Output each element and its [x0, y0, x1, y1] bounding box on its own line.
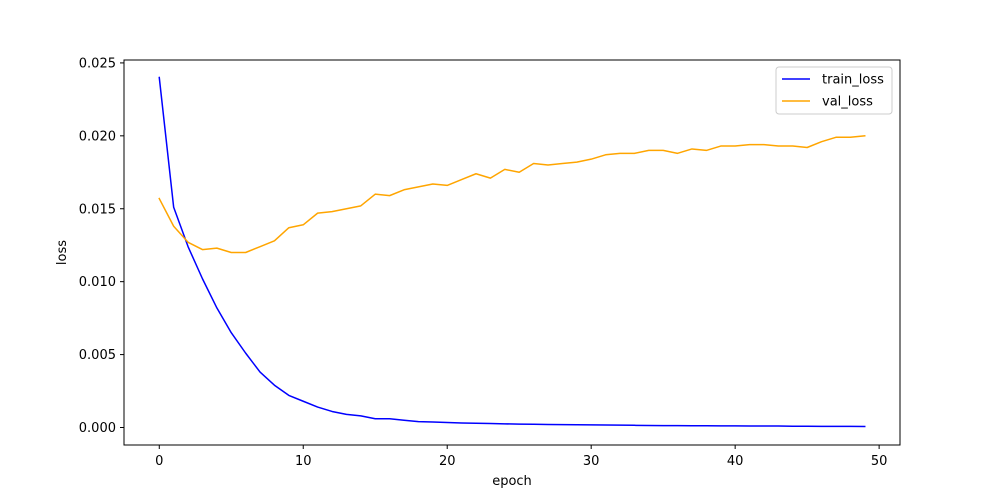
x-tick-label: 10: [295, 454, 312, 469]
y-tick-label: 0.005: [79, 348, 116, 363]
y-tick-label: 0.020: [79, 129, 116, 144]
x-tick-label: 0: [155, 454, 163, 469]
axes-frame: [123, 59, 901, 446]
series-line-train-loss: [158, 76, 866, 428]
y-axis-label: loss: [55, 240, 70, 265]
x-axis-label: epoch: [492, 474, 532, 489]
series-layer: [158, 76, 866, 428]
y-tick-label: 0.010: [79, 275, 116, 290]
y-tick-label: 0.000: [79, 421, 116, 436]
axes-layer: 0 10 20 30 40 50 0.000 0.005 0.010 0.015 0.020 0.02…: [79, 56, 901, 469]
y-tick-label: 0.025: [79, 56, 116, 71]
plot-area: [124, 60, 900, 445]
series-line-val-loss: [158, 135, 866, 254]
legend: train_loss val_loss: [775, 66, 893, 115]
x-tick-label: 40: [727, 454, 744, 469]
x-tick-label: 50: [871, 454, 888, 469]
plot-background: [124, 60, 900, 445]
x-tick-label: 20: [439, 454, 456, 469]
legend-label-val-loss: val_loss: [822, 95, 873, 110]
legend-label-train-loss: train_loss: [822, 73, 884, 88]
y-tick-label: 0.015: [79, 202, 116, 217]
x-tick-label: 30: [583, 454, 600, 469]
